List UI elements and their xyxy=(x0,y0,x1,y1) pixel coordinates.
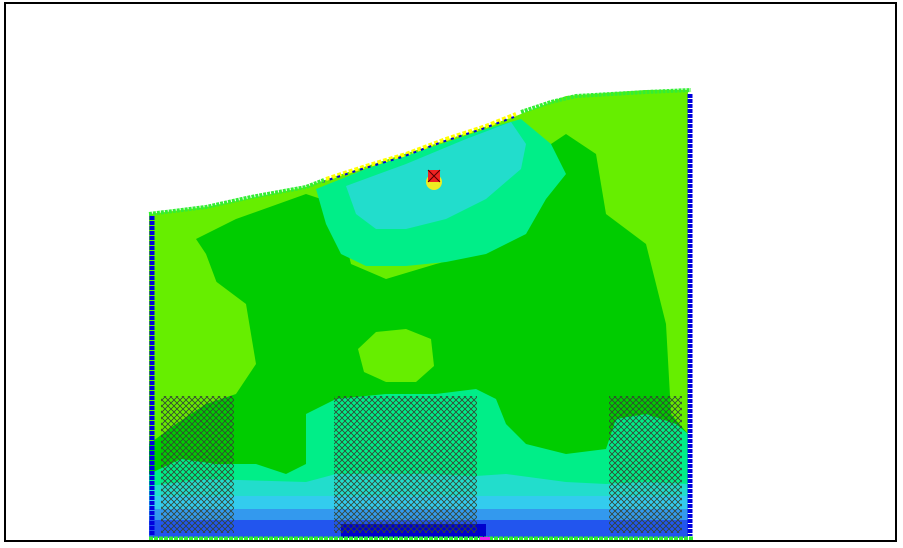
contour-layers xyxy=(149,119,688,538)
bottom-marker xyxy=(480,537,490,540)
zone-lime-left xyxy=(149,224,221,334)
zone-lime-island xyxy=(358,329,434,382)
surface-boundary-yellow xyxy=(325,112,517,181)
source-cross xyxy=(427,169,441,183)
zone-lime-right xyxy=(656,144,688,244)
surface-boundary-green xyxy=(148,178,325,216)
surface-boundary-blue xyxy=(321,116,515,183)
hatch-block-right xyxy=(609,396,682,533)
plot-frame xyxy=(4,2,897,542)
contour-plot xyxy=(148,88,694,540)
surface-boundary-green-right xyxy=(520,88,692,114)
hatch-block-left xyxy=(161,396,234,533)
hatch-block-center xyxy=(334,396,477,533)
